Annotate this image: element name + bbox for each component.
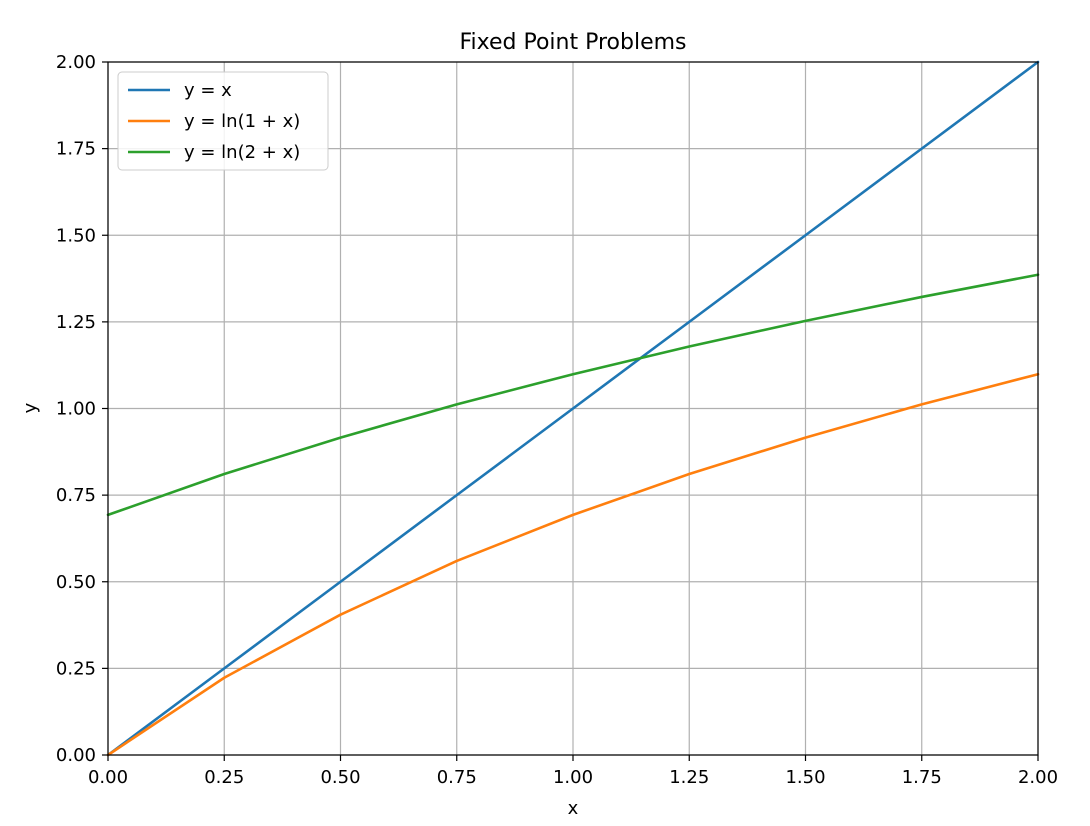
x-tick-label: 1.25 [669, 767, 709, 788]
y-tick-label: 0.00 [56, 745, 96, 766]
legend: y = x y = ln(1 + x) y = ln(2 + x) [117, 71, 329, 171]
chart-title: Fixed Point Problems [459, 30, 686, 55]
x-tick-label: 2.00 [1018, 767, 1058, 788]
x-tick-label: 1.75 [902, 767, 942, 788]
x-axis-ticks: 0.00 0.25 0.50 0.75 1.00 1.25 1.50 1.75 2.00 [88, 755, 1058, 788]
series-layer [106, 60, 1040, 757]
x-tick-label: 0.50 [320, 767, 360, 788]
y-tick-label: 1.50 [56, 225, 96, 246]
x-tick-label: 0.75 [437, 767, 477, 788]
x-tick-label: 1.00 [553, 767, 593, 788]
y-tick-label: 0.75 [56, 485, 96, 506]
y-tick-label: 0.50 [56, 572, 96, 593]
y-tick-label: 1.25 [56, 312, 96, 333]
y-tick-label: 1.75 [56, 139, 96, 160]
legend-label: y = x [184, 80, 232, 101]
x-tick-label: 1.50 [785, 767, 825, 788]
y-axis-ticks: 0.00 0.25 0.50 0.75 1.00 1.25 1.50 1.75 2.00 [56, 52, 108, 766]
x-tick-label: 0.00 [88, 767, 128, 788]
y-tick-label: 0.25 [56, 658, 96, 679]
y-tick-label: 1.00 [56, 399, 96, 420]
legend-box [117, 71, 329, 171]
y-tick-label: 2.00 [56, 52, 96, 73]
x-axis-label: x [568, 798, 579, 819]
x-tick-label: 0.25 [204, 767, 244, 788]
legend-label: y = ln(2 + x) [184, 142, 300, 163]
legend-label: y = ln(1 + x) [184, 111, 300, 132]
y-axis-label: y [20, 402, 41, 413]
